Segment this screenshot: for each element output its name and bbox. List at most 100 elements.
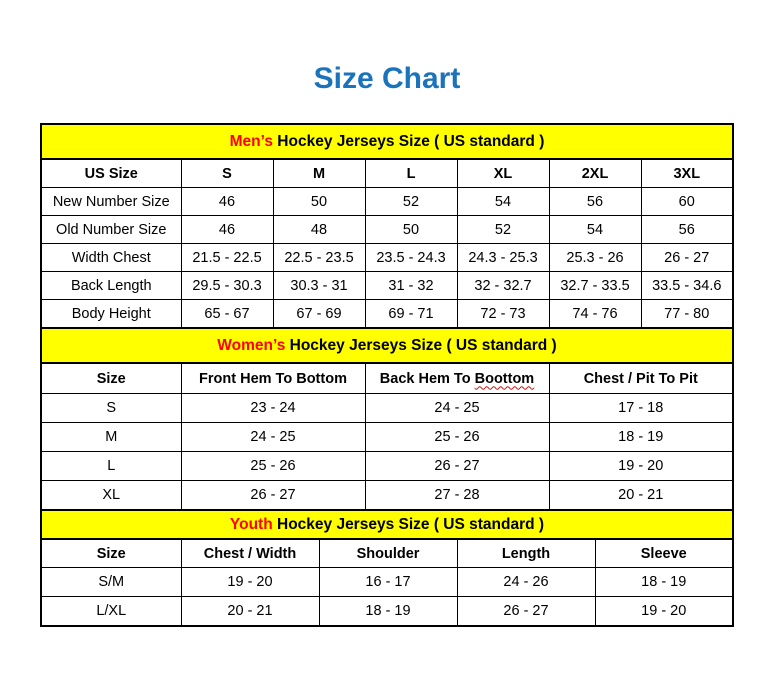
youth-col-header: Chest / Width [180, 538, 320, 568]
women-size-cell: 17 - 18 [548, 393, 734, 423]
womens-header-row: Size Front Hem To Bottom Back Hem To Boo… [40, 362, 734, 394]
men-size-cell: 56 [640, 215, 734, 244]
men-size-cell: 67 - 69 [272, 299, 366, 329]
men-size-cell: 50 [364, 215, 458, 244]
men-size-cell: 21.5 - 22.5 [180, 243, 274, 272]
men-row-label: Width Chest [40, 243, 182, 272]
men-size-cell: 33.5 - 34.6 [640, 271, 734, 300]
men-size-cell: 77 - 80 [640, 299, 734, 329]
women-col-header: Chest / Pit To Pit [548, 362, 734, 394]
women-col-header: Front Hem To Bottom [180, 362, 366, 394]
men-size-cell: 50 [272, 187, 366, 216]
youth-size-cell: 16 - 17 [318, 567, 458, 597]
women-size-cell: 26 - 27 [180, 480, 366, 511]
youth-heading-highlight: Youth [229, 515, 273, 533]
youth-data-row: S/M 19 - 20 16 - 17 24 - 26 18 - 19 [40, 567, 734, 597]
women-size-cell: 20 - 21 [548, 480, 734, 511]
men-size-cell: 31 - 32 [364, 271, 458, 300]
youth-col-header: Shoulder [318, 538, 458, 568]
men-data-row: Back Length 29.5 - 30.3 30.3 - 31 31 - 3… [40, 271, 734, 300]
men-data-row: Old Number Size 46 48 50 52 54 56 [40, 215, 734, 244]
youth-heading-rest: Hockey Jerseys Size ( US standard ) [272, 515, 545, 533]
men-data-row: Body Height 65 - 67 67 - 69 69 - 71 72 -… [40, 299, 734, 329]
men-col-header: XL [456, 158, 550, 188]
men-row-label: Body Height [40, 299, 182, 329]
men-size-cell: 48 [272, 215, 366, 244]
men-data-row: Width Chest 21.5 - 22.5 22.5 - 23.5 23.5… [40, 243, 734, 272]
women-size-cell: 24 - 25 [180, 422, 366, 452]
mens-heading-highlight: Men’s [229, 132, 273, 150]
size-chart-tables: Men’s Hockey Jerseys Size ( US standard … [40, 123, 734, 627]
back-hem-misspelled-word: Boottom [474, 370, 535, 387]
mens-section-band: Men’s Hockey Jerseys Size ( US standard … [40, 123, 734, 160]
women-size-cell: 26 - 27 [364, 451, 550, 481]
youth-section-heading: Youth Hockey Jerseys Size ( US standard … [40, 509, 734, 540]
men-size-cell: 46 [180, 215, 274, 244]
women-size-cell: 25 - 26 [180, 451, 366, 481]
youth-col-header: Size [40, 538, 182, 568]
men-size-cell: 60 [640, 187, 734, 216]
mens-section-heading: Men’s Hockey Jerseys Size ( US standard … [40, 123, 734, 160]
men-col-header: M [272, 158, 366, 188]
women-row-label: L [40, 451, 182, 481]
men-col-header: US Size [40, 158, 182, 188]
mens-heading-rest: Hockey Jerseys Size ( US standard ) [272, 132, 545, 150]
youth-size-cell: 26 - 27 [456, 596, 596, 627]
page-title: Size Chart [313, 62, 461, 95]
women-col-header: Size [40, 362, 182, 394]
men-row-label: Back Length [40, 271, 182, 300]
men-size-cell: 52 [456, 215, 550, 244]
youth-col-header: Length [456, 538, 596, 568]
men-size-cell: 52 [364, 187, 458, 216]
men-size-cell: 69 - 71 [364, 299, 458, 329]
youth-row-label: S/M [40, 567, 182, 597]
womens-size-table: Women’s Hockey Jerseys Size ( US standar… [40, 327, 734, 511]
men-data-row: New Number Size 46 50 52 54 56 60 [40, 187, 734, 216]
men-size-cell: 46 [180, 187, 274, 216]
back-hem-prefix: Back Hem To [379, 370, 475, 387]
women-size-cell: 18 - 19 [548, 422, 734, 452]
men-col-header: L [364, 158, 458, 188]
men-size-cell: 32.7 - 33.5 [548, 271, 642, 300]
youth-data-row: L/XL 20 - 21 18 - 19 26 - 27 19 - 20 [40, 596, 734, 627]
youth-size-cell: 19 - 20 [594, 596, 734, 627]
men-size-cell: 23.5 - 24.3 [364, 243, 458, 272]
men-size-cell: 72 - 73 [456, 299, 550, 329]
youth-size-cell: 19 - 20 [180, 567, 320, 597]
youth-row-label: L/XL [40, 596, 182, 627]
women-data-row: M 24 - 25 25 - 26 18 - 19 [40, 422, 734, 452]
women-size-cell: 19 - 20 [548, 451, 734, 481]
men-size-cell: 25.3 - 26 [548, 243, 642, 272]
men-size-cell: 74 - 76 [548, 299, 642, 329]
youth-section-band: Youth Hockey Jerseys Size ( US standard … [40, 509, 734, 540]
women-data-row: XL 26 - 27 27 - 28 20 - 21 [40, 480, 734, 511]
men-col-header: S [180, 158, 274, 188]
womens-heading-highlight: Women’s [217, 336, 286, 354]
youth-size-cell: 20 - 21 [180, 596, 320, 627]
men-size-cell: 56 [548, 187, 642, 216]
men-size-cell: 24.3 - 25.3 [456, 243, 550, 272]
youth-size-cell: 18 - 19 [318, 596, 458, 627]
men-size-cell: 26 - 27 [640, 243, 734, 272]
women-data-row: S 23 - 24 24 - 25 17 - 18 [40, 393, 734, 423]
mens-size-table: Men’s Hockey Jerseys Size ( US standard … [40, 123, 734, 329]
women-row-label: S [40, 393, 182, 423]
mens-header-row: US Size S M L XL 2XL 3XL [40, 158, 734, 188]
men-col-header: 3XL [640, 158, 734, 188]
youth-size-cell: 18 - 19 [594, 567, 734, 597]
women-data-row: L 25 - 26 26 - 27 19 - 20 [40, 451, 734, 481]
women-size-cell: 27 - 28 [364, 480, 550, 511]
men-size-cell: 54 [548, 215, 642, 244]
youth-col-header: Sleeve [594, 538, 734, 568]
youth-size-cell: 24 - 26 [456, 567, 596, 597]
men-size-cell: 22.5 - 23.5 [272, 243, 366, 272]
men-size-cell: 32 - 32.7 [456, 271, 550, 300]
youth-size-table: Youth Hockey Jerseys Size ( US standard … [40, 509, 734, 627]
women-size-cell: 25 - 26 [364, 422, 550, 452]
men-size-cell: 54 [456, 187, 550, 216]
men-size-cell: 65 - 67 [180, 299, 274, 329]
women-size-cell: 24 - 25 [364, 393, 550, 423]
men-size-cell: 30.3 - 31 [272, 271, 366, 300]
women-row-label: XL [40, 480, 182, 511]
